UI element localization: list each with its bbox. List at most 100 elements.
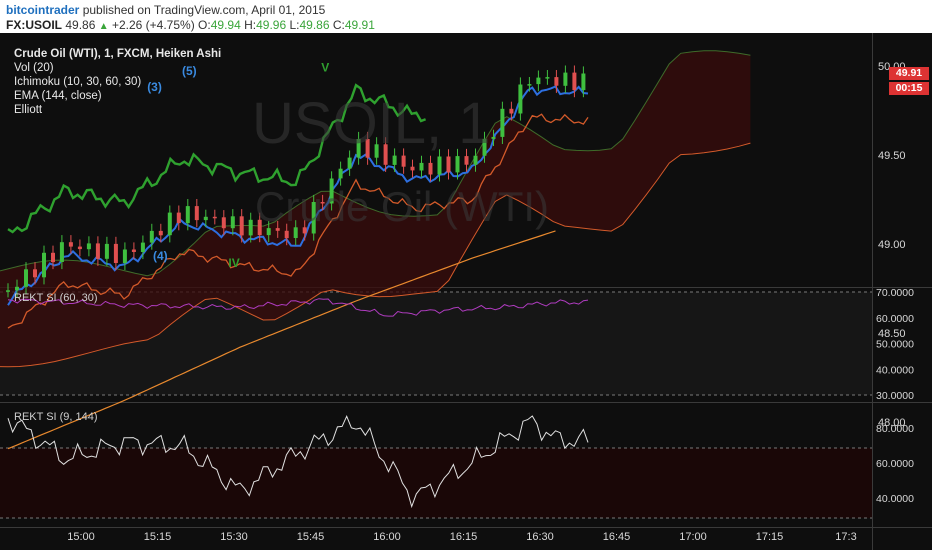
- candle-body: [230, 216, 235, 229]
- candle-body: [257, 219, 262, 236]
- last-price: 49.86: [65, 18, 96, 32]
- candle-body: [320, 202, 325, 204]
- price-tick-label: 49.00: [878, 239, 906, 251]
- rekt-si-line-2: [7, 415, 589, 509]
- legend-title[interactable]: Crude Oil (WTI), 1, FXCM, Heiken Ashi: [14, 48, 222, 60]
- candle-body: [527, 84, 532, 86]
- candle-body: [86, 243, 91, 250]
- time-tick-label: 15:15: [144, 531, 172, 543]
- close-value: 49.91: [344, 18, 375, 32]
- candle-body: [33, 269, 37, 278]
- legend-elliott[interactable]: Elliott: [14, 104, 43, 116]
- candle-body: [392, 155, 397, 165]
- candle-body: [248, 219, 253, 236]
- elliott-wave-label: (5): [182, 64, 197, 78]
- candle-body: [536, 77, 541, 85]
- publish-line: bitcointrader published on TradingView.c…: [6, 3, 325, 17]
- legend-ema[interactable]: EMA (144, close): [14, 90, 102, 102]
- symbol-label[interactable]: FX:USOIL: [6, 18, 62, 32]
- candle-body: [500, 108, 505, 137]
- candle-body: [158, 230, 163, 236]
- rekt1-tick-label: 50.0000: [876, 339, 914, 351]
- quote-line: FX:USOIL 49.86 ▲ +2.26 (+4.75%) O:49.94 …: [6, 18, 375, 34]
- candle-body: [491, 136, 496, 139]
- elliott-wave-label: IV: [228, 256, 239, 270]
- candle-body: [203, 216, 208, 221]
- candle-body: [446, 156, 451, 173]
- rekt-si-legend-2[interactable]: REKT SI (9, 144): [14, 411, 98, 423]
- close-label: C:: [332, 18, 345, 32]
- candle-body: [437, 156, 442, 175]
- rekt1-tick-label: 70.0000: [876, 287, 914, 299]
- open-value: 49.94: [210, 18, 241, 32]
- ichimoku-cloud: [0, 50, 751, 368]
- price-change: +2.26 (+4.75%): [111, 18, 195, 32]
- candle-body: [212, 216, 217, 219]
- ichimoku-cloud-area: [0, 50, 751, 367]
- rekt2-tick-label: 40.0000: [876, 493, 914, 505]
- legend-vol[interactable]: Vol (20): [14, 62, 54, 74]
- candle-body: [167, 212, 172, 236]
- candle-body: [464, 156, 469, 165]
- candle-body: [131, 249, 136, 252]
- candle-body: [338, 168, 343, 179]
- rekt2-tick-label: 60.0000: [876, 458, 914, 470]
- time-tick-label: 16:00: [373, 531, 401, 543]
- indicator-lines: [7, 83, 589, 509]
- rekt1-tick-label: 40.0000: [876, 364, 914, 376]
- candle-body: [518, 84, 523, 114]
- chart-canvas[interactable]: (3)(4)(5)IIIIVV((V)) 50.0049.5049.0048.5…: [0, 33, 932, 550]
- candle-body: [581, 73, 586, 91]
- axis-ticks: 50.0049.5049.0048.5048.0070.000060.00005…: [67, 61, 914, 543]
- candle-body: [482, 138, 487, 156]
- open-label: O:: [198, 18, 211, 32]
- candle-body: [68, 242, 73, 247]
- main-legend: Crude Oil (WTI), 1, FXCM, Heiken Ashi Vo…: [14, 47, 221, 117]
- author-name[interactable]: bitcointrader: [6, 3, 80, 17]
- chart-header: bitcointrader published on TradingView.c…: [0, 0, 932, 33]
- candles: [6, 65, 586, 298]
- candle-body: [329, 178, 334, 204]
- elliott-wave-label: (4): [153, 249, 168, 263]
- candle-body: [455, 156, 460, 173]
- candle-body: [347, 157, 352, 169]
- candle-body: [51, 252, 55, 263]
- candle-body: [104, 243, 109, 259]
- time-tick-label: 15:30: [220, 531, 248, 543]
- candle-body: [6, 290, 10, 292]
- time-tick-label: 17:3: [835, 531, 856, 543]
- time-tick-label: 15:45: [297, 531, 325, 543]
- time-tick-label: 17:15: [756, 531, 784, 543]
- candle-body: [302, 227, 307, 234]
- candle-body: [221, 217, 226, 229]
- candle-body: [563, 72, 568, 86]
- candle-body: [149, 230, 154, 243]
- candle-body: [24, 269, 28, 287]
- candle-body: [428, 162, 433, 175]
- watermark-name: Crude Oil (WTI): [255, 183, 549, 230]
- high-label: H:: [244, 18, 257, 32]
- elliott-wave-label: V: [321, 60, 329, 74]
- lagging-span-line: [7, 83, 427, 234]
- candle-body: [401, 155, 406, 167]
- rekt-si-legend-1[interactable]: REKT SI (60, 30): [14, 292, 98, 304]
- candle-body: [419, 162, 424, 171]
- legend-ichimoku[interactable]: Ichimoku (10, 30, 60, 30): [14, 76, 142, 88]
- candle-body: [239, 216, 244, 236]
- low-value: 49.86: [299, 18, 330, 32]
- candle-body: [572, 72, 577, 91]
- time-tick-label: 15:00: [67, 531, 95, 543]
- published-text: published on TradingView.com, April 01, …: [82, 3, 326, 17]
- candle-body: [356, 139, 361, 158]
- candle-body: [176, 212, 181, 224]
- up-arrow-icon: ▲: [98, 21, 109, 32]
- tenkan-line: [7, 85, 589, 306]
- chart-area[interactable]: (3)(4)(5)IIIIVV((V)) 50.0049.5049.0048.5…: [0, 33, 932, 550]
- rekt2-tick-label: 80.0000: [876, 423, 914, 435]
- ema-line: [7, 230, 556, 450]
- candle-body: [77, 246, 82, 250]
- candle-body: [284, 230, 289, 239]
- kijun-line: [7, 113, 589, 329]
- elliott-labels: (3)(4)(5)IIIIVV((V)): [147, 60, 329, 270]
- low-label: L:: [289, 18, 300, 32]
